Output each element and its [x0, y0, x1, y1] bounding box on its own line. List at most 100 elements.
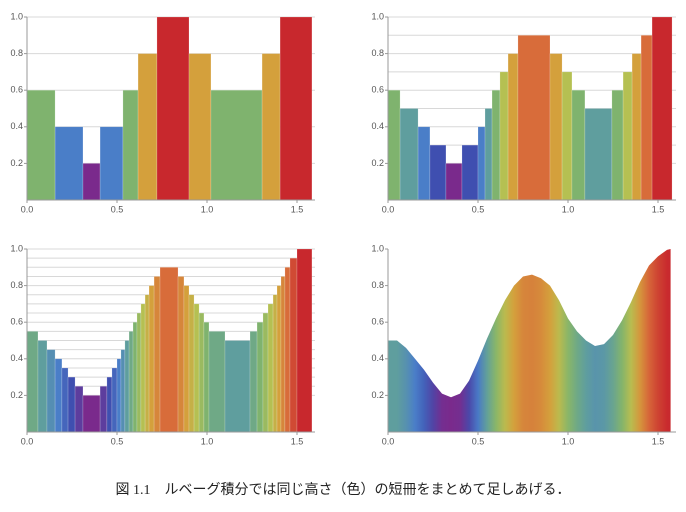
bar: [26, 89, 56, 201]
bar: [132, 321, 138, 433]
bar: [584, 108, 613, 201]
bar: [261, 53, 281, 201]
bar: [284, 267, 291, 433]
bar: [549, 53, 563, 201]
bar: [651, 16, 673, 201]
bar: [124, 340, 130, 433]
bar: [106, 376, 113, 433]
x-tick-label: 0.5: [111, 204, 124, 214]
bar: [99, 386, 108, 433]
bar: [61, 367, 69, 433]
y-tick-label: 0.2: [371, 158, 384, 168]
bar: [120, 349, 126, 433]
y-tick-label: 0.2: [371, 390, 384, 400]
bar: [224, 340, 251, 433]
bar: [148, 285, 155, 433]
y-tick-label: 0.6: [371, 317, 384, 327]
bar: [272, 294, 278, 433]
bar: [417, 126, 431, 201]
y-tick-label: 0.6: [10, 317, 23, 327]
panel: 0.2 0.4 0.6 0.8 1.0 0.0 0.5 1.0 1.5: [10, 243, 315, 446]
bar: [67, 376, 76, 433]
y-tick-label: 1.0: [371, 243, 384, 253]
y-tick-label: 0.8: [10, 48, 23, 58]
y-tick-label: 0.8: [371, 280, 384, 290]
bar: [198, 312, 205, 433]
bar: [144, 294, 150, 433]
panel: 0.2 0.4 0.6 0.8 1.0 0.0 0.5 1.0 1.5: [371, 11, 676, 214]
bar: [193, 303, 200, 433]
bar: [54, 126, 84, 201]
bar: [188, 294, 195, 433]
bar: [611, 89, 624, 201]
x-tick-label: 0.0: [21, 204, 34, 214]
bar: [136, 312, 142, 433]
y-tick-label: 1.0: [10, 243, 23, 253]
bar: [159, 267, 179, 433]
bar: [111, 367, 118, 433]
bar: [137, 53, 158, 201]
bar: [499, 71, 509, 201]
x-tick-label: 0.0: [382, 204, 395, 214]
bar: [289, 257, 298, 433]
bar: [26, 331, 39, 433]
bar: [54, 358, 63, 433]
x-tick-label: 1.0: [201, 204, 214, 214]
x-tick-label: 1.0: [201, 436, 214, 446]
bar: [116, 358, 122, 433]
x-tick-label: 0.5: [111, 436, 124, 446]
x-tick-label: 1.0: [562, 204, 575, 214]
bar: [262, 312, 269, 433]
bar: [267, 303, 274, 433]
bar: [37, 340, 48, 433]
y-tick-label: 0.4: [371, 121, 384, 131]
bar: [188, 53, 212, 201]
area: [388, 249, 671, 432]
x-tick-label: 0.5: [472, 436, 485, 446]
y-tick-label: 0.8: [371, 48, 384, 58]
bar: [140, 303, 146, 433]
bar: [387, 89, 401, 201]
caption: 図 1.1 ルベーグ積分では同じ高さ（色）の短冊をまとめて足しあげる．: [116, 481, 571, 498]
bar: [461, 144, 479, 201]
y-tick-label: 0.2: [10, 158, 23, 168]
bar: [82, 395, 101, 433]
y-tick-label: 0.6: [10, 85, 23, 95]
x-tick-label: 0.5: [472, 204, 485, 214]
bar: [429, 144, 447, 201]
bar: [156, 16, 190, 201]
bar: [46, 349, 56, 433]
bar: [128, 331, 134, 433]
bar: [631, 53, 642, 201]
bar: [445, 163, 463, 201]
x-tick-label: 1.5: [652, 204, 665, 214]
bar: [477, 126, 486, 201]
bar: [276, 285, 282, 433]
y-tick-label: 0.6: [371, 85, 384, 95]
y-tick-label: 0.4: [371, 353, 384, 363]
bar: [279, 16, 313, 201]
y-tick-label: 0.2: [10, 390, 23, 400]
bar: [484, 108, 493, 201]
bar: [517, 35, 551, 201]
bar: [249, 331, 258, 433]
y-tick-label: 0.8: [10, 280, 23, 290]
x-tick-label: 1.5: [291, 436, 304, 446]
bar: [210, 89, 263, 201]
panel: 0.2 0.4 0.6 0.8 1.0 0.0 0.5 1.0 1.5: [10, 11, 315, 214]
x-tick-label: 1.5: [291, 204, 304, 214]
bar: [296, 248, 313, 433]
bar: [640, 35, 653, 201]
y-tick-label: 1.0: [371, 11, 384, 21]
bar: [74, 386, 84, 433]
bar: [82, 163, 101, 201]
bar: [507, 53, 519, 201]
bar: [571, 89, 586, 201]
bar: [256, 321, 264, 433]
bar: [622, 71, 633, 201]
bar: [153, 276, 161, 433]
bar: [203, 321, 210, 433]
bar: [183, 285, 190, 433]
x-tick-label: 1.5: [652, 436, 665, 446]
